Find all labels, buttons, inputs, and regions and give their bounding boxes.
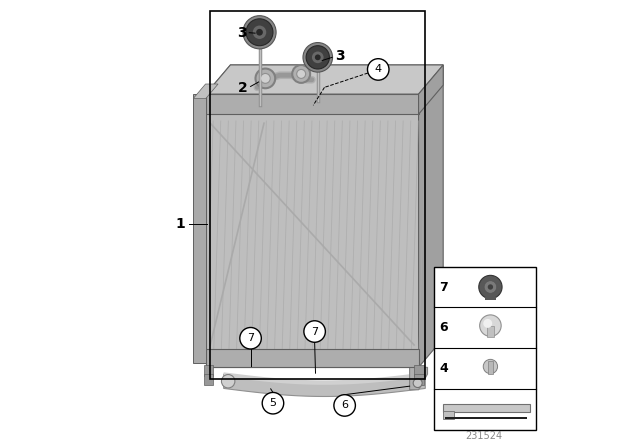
Polygon shape	[206, 65, 443, 94]
Polygon shape	[410, 367, 428, 390]
Circle shape	[315, 55, 321, 60]
Text: 3: 3	[237, 26, 246, 40]
Text: 5: 5	[269, 398, 276, 408]
Circle shape	[334, 395, 355, 416]
Polygon shape	[193, 84, 218, 99]
Bar	[210, 11, 425, 379]
Circle shape	[243, 16, 276, 49]
Text: 7: 7	[440, 280, 449, 293]
Bar	[414, 365, 424, 376]
Bar	[443, 410, 454, 418]
Circle shape	[303, 43, 333, 72]
Circle shape	[367, 59, 389, 80]
Circle shape	[253, 26, 266, 39]
Text: 7: 7	[247, 333, 254, 343]
Bar	[193, 94, 206, 363]
Circle shape	[484, 281, 497, 293]
Bar	[204, 365, 213, 376]
Bar	[485, 297, 496, 301]
Bar	[485, 277, 496, 281]
Bar	[206, 349, 419, 367]
Polygon shape	[419, 65, 443, 114]
Text: 6: 6	[341, 401, 348, 410]
Bar	[206, 94, 419, 114]
Bar	[414, 374, 424, 385]
Text: 3: 3	[335, 49, 345, 64]
Circle shape	[256, 29, 263, 36]
Polygon shape	[206, 65, 443, 94]
Circle shape	[255, 69, 275, 88]
Circle shape	[479, 315, 501, 336]
Text: 6: 6	[440, 321, 448, 334]
Text: 2: 2	[238, 81, 248, 95]
Circle shape	[483, 359, 497, 374]
Circle shape	[304, 321, 325, 342]
Circle shape	[292, 65, 310, 83]
Circle shape	[488, 284, 493, 290]
Text: 4: 4	[440, 362, 449, 375]
Text: 231524: 231524	[465, 431, 502, 441]
Bar	[204, 374, 213, 385]
Bar	[488, 361, 493, 374]
Circle shape	[262, 392, 284, 414]
Circle shape	[260, 73, 270, 83]
Bar	[435, 267, 536, 430]
Bar	[443, 404, 530, 412]
Polygon shape	[224, 374, 425, 396]
Circle shape	[306, 46, 330, 69]
Circle shape	[221, 375, 235, 388]
Text: 7: 7	[311, 327, 318, 336]
Circle shape	[312, 52, 324, 63]
Text: 4: 4	[374, 65, 382, 74]
Circle shape	[413, 379, 422, 388]
Circle shape	[246, 19, 273, 46]
Text: 1: 1	[175, 217, 185, 231]
Circle shape	[297, 69, 306, 78]
Circle shape	[240, 327, 261, 349]
Bar	[445, 417, 527, 419]
Bar	[487, 326, 493, 337]
Polygon shape	[224, 372, 425, 385]
Circle shape	[483, 319, 492, 328]
Circle shape	[479, 276, 502, 299]
Polygon shape	[206, 94, 419, 367]
Polygon shape	[419, 65, 443, 367]
